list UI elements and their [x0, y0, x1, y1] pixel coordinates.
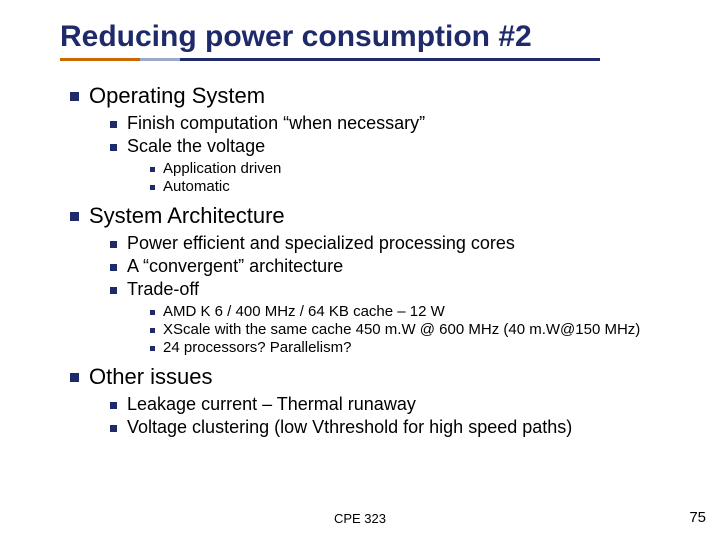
list-item: XScale with the same cache 450 m.W @ 600… [150, 321, 690, 338]
subitem-label: XScale with the same cache 450 m.W @ 600… [163, 321, 640, 338]
item-label: Power efficient and specialized processi… [127, 233, 515, 254]
bullet-icon [150, 185, 155, 190]
subitem-label: 24 processors? Parallelism? [163, 339, 351, 356]
bullet-icon [110, 264, 117, 271]
bullet-icon [110, 425, 117, 432]
title-block: Reducing power consumption #2 [60, 20, 690, 61]
section-label: Operating System [89, 83, 265, 109]
item-label: Scale the voltage [127, 136, 265, 157]
list-item: Voltage clustering (low Vthreshold for h… [110, 417, 690, 438]
list-item: Finish computation “when necessary” [110, 113, 690, 134]
slide-content: Operating System Finish computation “whe… [70, 83, 690, 438]
item-label: A “convergent” architecture [127, 256, 343, 277]
bullet-icon [150, 346, 155, 351]
list-item: Other issues Leakage current – Thermal r… [70, 364, 690, 438]
bullet-icon [150, 167, 155, 172]
item-label: Voltage clustering (low Vthreshold for h… [127, 417, 572, 438]
page-number: 75 [689, 509, 706, 526]
section-label: Other issues [89, 364, 213, 390]
list-item: Leakage current – Thermal runaway [110, 394, 690, 415]
section-label: System Architecture [89, 203, 285, 229]
subitem-label: Automatic [163, 178, 230, 195]
bullet-icon [70, 212, 79, 221]
bullet-icon [70, 373, 79, 382]
list-item: Operating System Finish computation “whe… [70, 83, 690, 195]
bullet-icon [150, 328, 155, 333]
bullet-icon [110, 121, 117, 128]
list-item: Application driven [150, 160, 690, 177]
item-label: Leakage current – Thermal runaway [127, 394, 416, 415]
bullet-icon [70, 92, 79, 101]
subitem-label: AMD K 6 / 400 MHz / 64 KB cache – 12 W [163, 303, 445, 320]
list-item: Trade-off [110, 279, 690, 300]
bullet-icon [110, 241, 117, 248]
list-item: System Architecture Power efficient and … [70, 203, 690, 356]
bullet-icon [110, 402, 117, 409]
list-item: Power efficient and specialized processi… [110, 233, 690, 254]
list-item: Scale the voltage [110, 136, 690, 157]
subitem-label: Application driven [163, 160, 281, 177]
bullet-icon [110, 287, 117, 294]
slide-title: Reducing power consumption #2 [60, 20, 690, 54]
list-item: A “convergent” architecture [110, 256, 690, 277]
title-underline [60, 58, 600, 61]
list-item: Automatic [150, 178, 690, 195]
bullet-icon [110, 144, 117, 151]
bullet-icon [150, 310, 155, 315]
item-label: Trade-off [127, 279, 199, 300]
slide: Reducing power consumption #2 Operating … [0, 0, 720, 540]
list-item: 24 processors? Parallelism? [150, 339, 690, 356]
item-label: Finish computation “when necessary” [127, 113, 425, 134]
list-item: AMD K 6 / 400 MHz / 64 KB cache – 12 W [150, 303, 690, 320]
footer-course: CPE 323 [0, 511, 720, 526]
